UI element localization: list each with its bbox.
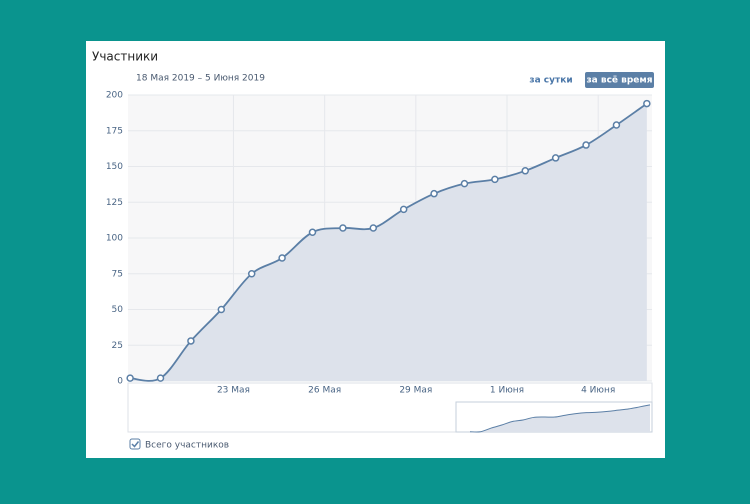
period-button[interactable]: за сутки <box>529 76 572 86</box>
x-tick-label: 4 Июня <box>581 386 615 396</box>
y-tick-label: 25 <box>112 341 123 351</box>
period-button[interactable]: за всё время <box>586 76 652 86</box>
y-tick-label: 200 <box>106 91 123 101</box>
point <box>643 99 651 108</box>
point <box>217 305 226 314</box>
y-tick-label: 50 <box>112 305 124 315</box>
point <box>399 205 408 214</box>
subtitle: 18 Мая 2019 – 5 Июня 2019 <box>136 74 265 84</box>
point <box>582 141 590 149</box>
y-tick-label: 175 <box>106 126 123 136</box>
point <box>339 224 347 232</box>
navigator-line <box>469 404 651 433</box>
point <box>430 189 438 198</box>
chart-title: Участники <box>92 50 158 64</box>
navigator-area <box>470 404 650 432</box>
period-button-bg[interactable] <box>585 72 654 88</box>
point <box>521 167 530 175</box>
point <box>247 270 256 278</box>
point <box>612 121 621 129</box>
point <box>460 179 469 188</box>
y-tick-label: 125 <box>106 198 123 208</box>
point <box>126 374 134 382</box>
area <box>130 103 647 381</box>
legend-checkbox[interactable] <box>129 438 141 450</box>
y-tick-label: 100 <box>106 234 123 244</box>
legend-label: Всего участников <box>145 441 229 451</box>
x-tick-label: 23 Мая <box>217 386 250 396</box>
y-tick-label: 75 <box>112 269 123 279</box>
checkmark <box>131 441 140 448</box>
point <box>491 175 499 184</box>
point <box>308 228 317 237</box>
point <box>187 337 195 345</box>
point <box>156 374 165 382</box>
y-tick-label: 150 <box>106 162 123 172</box>
point <box>369 224 378 232</box>
x-tick-label: 1 Июня <box>490 386 524 396</box>
x-tick-label: 29 Мая <box>399 386 432 396</box>
point <box>278 254 286 262</box>
point <box>551 154 560 162</box>
y-tick-label: 0 <box>117 377 123 387</box>
x-tick-label: 26 Мая <box>308 386 341 396</box>
